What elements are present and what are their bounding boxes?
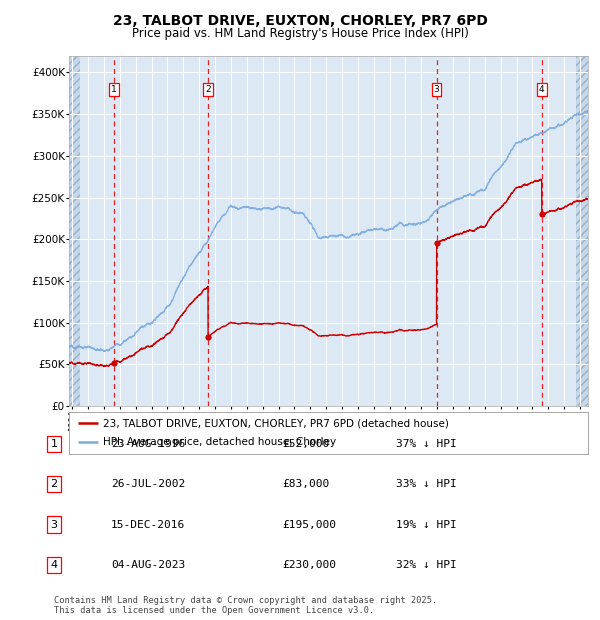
Text: £230,000: £230,000	[282, 560, 336, 570]
Text: HPI: Average price, detached house, Chorley: HPI: Average price, detached house, Chor…	[103, 438, 336, 448]
Text: 1: 1	[50, 439, 58, 449]
Text: Contains HM Land Registry data © Crown copyright and database right 2025.
This d: Contains HM Land Registry data © Crown c…	[54, 596, 437, 615]
Text: 2: 2	[50, 479, 58, 489]
Bar	[576, 56, 588, 406]
Text: 4: 4	[50, 560, 58, 570]
Text: 37% ↓ HPI: 37% ↓ HPI	[396, 439, 457, 449]
Text: 15-DEC-2016: 15-DEC-2016	[111, 520, 185, 529]
Text: 2: 2	[205, 84, 211, 94]
Text: Price paid vs. HM Land Registry's House Price Index (HPI): Price paid vs. HM Land Registry's House …	[131, 27, 469, 40]
Text: 04-AUG-2023: 04-AUG-2023	[111, 560, 185, 570]
Text: 1: 1	[111, 84, 117, 94]
Text: 3: 3	[50, 520, 58, 529]
Text: 23, TALBOT DRIVE, EUXTON, CHORLEY, PR7 6PD (detached house): 23, TALBOT DRIVE, EUXTON, CHORLEY, PR7 6…	[103, 418, 449, 428]
Text: 32% ↓ HPI: 32% ↓ HPI	[396, 560, 457, 570]
Text: 23-AUG-1996: 23-AUG-1996	[111, 439, 185, 449]
Text: £52,000: £52,000	[282, 439, 329, 449]
Text: 33% ↓ HPI: 33% ↓ HPI	[396, 479, 457, 489]
Text: 4: 4	[539, 84, 545, 94]
Text: 3: 3	[434, 84, 439, 94]
Text: £195,000: £195,000	[282, 520, 336, 529]
Bar	[69, 56, 80, 406]
Text: 19% ↓ HPI: 19% ↓ HPI	[396, 520, 457, 529]
Text: £83,000: £83,000	[282, 479, 329, 489]
Text: 26-JUL-2002: 26-JUL-2002	[111, 479, 185, 489]
Text: 23, TALBOT DRIVE, EUXTON, CHORLEY, PR7 6PD: 23, TALBOT DRIVE, EUXTON, CHORLEY, PR7 6…	[113, 14, 487, 29]
